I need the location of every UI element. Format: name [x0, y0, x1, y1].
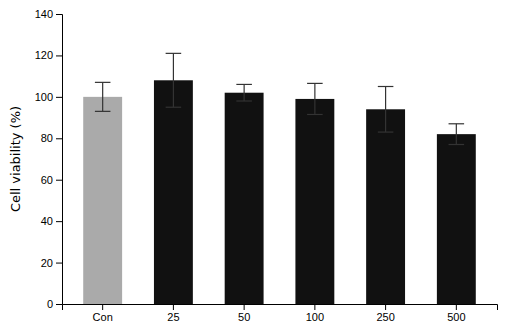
- y-tick-mark: [56, 55, 62, 56]
- x-tick-mark: [385, 304, 386, 310]
- x-tick-mark: [456, 304, 457, 310]
- x-tick: Con: [93, 304, 113, 323]
- bar: [437, 134, 476, 304]
- error-line: [456, 124, 457, 145]
- error-cap: [236, 84, 252, 85]
- bar: [225, 93, 264, 304]
- error-line: [102, 82, 103, 111]
- y-tick-mark: [56, 14, 62, 15]
- y-tick-mark: [56, 180, 62, 181]
- error-cap: [449, 144, 465, 145]
- y-tick-mark: [56, 97, 62, 98]
- y-tick-mark: [56, 221, 62, 222]
- y-tick: 80: [41, 132, 62, 144]
- y-tick-label: 0: [47, 298, 53, 310]
- error-cap: [307, 114, 323, 115]
- y-axis-line: [56, 15, 63, 305]
- error-line: [314, 83, 315, 114]
- x-tick-label: 100: [306, 311, 324, 323]
- bar: [366, 109, 405, 304]
- error-cap: [307, 83, 323, 84]
- error-bar: [307, 83, 323, 114]
- x-axis: Con 25 50 100 250 500: [63, 304, 498, 323]
- error-bar: [449, 124, 465, 145]
- bar: [154, 80, 193, 304]
- error-cap: [166, 53, 182, 54]
- y-tick: 20: [41, 257, 62, 269]
- bar: [83, 97, 122, 304]
- error-bar: [95, 82, 111, 111]
- error-cap: [449, 123, 465, 124]
- y-tick: 0: [47, 298, 62, 310]
- y-tick-label: 120: [35, 49, 53, 61]
- y-tick: 140: [35, 8, 62, 20]
- error-bar: [166, 53, 182, 107]
- error-cap: [95, 82, 111, 83]
- x-tick-mark: [314, 304, 315, 310]
- y-tick-mark: [56, 263, 62, 264]
- x-tick-mark: [102, 304, 103, 310]
- y-tick: 40: [41, 215, 62, 227]
- y-tick-mark: [56, 304, 62, 305]
- x-tick-label: 25: [167, 311, 179, 323]
- error-line: [385, 87, 386, 133]
- y-tick-mark: [56, 138, 62, 139]
- bar: [295, 99, 334, 304]
- y-tick-label: 80: [41, 132, 53, 144]
- x-tick: 100: [306, 304, 324, 323]
- marks: [83, 53, 476, 304]
- x-axis-line: [63, 305, 498, 311]
- y-axis: 0 20 40 60 80 100 120 140: [35, 8, 63, 310]
- y-tick-label: 20: [41, 257, 53, 269]
- error-bar: [236, 84, 252, 101]
- y-tick: 120: [35, 49, 62, 61]
- x-tick: 250: [376, 304, 394, 323]
- x-tick-label: 500: [447, 311, 465, 323]
- y-tick-label: 40: [41, 215, 53, 227]
- y-tick: 100: [35, 91, 62, 103]
- y-tick-label: 60: [41, 174, 53, 186]
- error-cap: [378, 86, 394, 87]
- error-cap: [166, 107, 182, 108]
- x-tick-label: 50: [238, 311, 250, 323]
- y-tick: 60: [41, 174, 62, 186]
- x-tick-mark: [173, 304, 174, 310]
- error-cap: [378, 131, 394, 132]
- y-tick-label: 140: [35, 8, 53, 20]
- x-tick: 50: [238, 304, 250, 323]
- error-cap: [95, 111, 111, 112]
- x-tick-mark: [244, 304, 245, 310]
- x-tick: 25: [167, 304, 179, 323]
- error-cap: [236, 100, 252, 101]
- error-line: [244, 84, 245, 101]
- y-axis-title: Cell viability (%): [8, 106, 23, 212]
- x-tick: 500: [447, 304, 465, 323]
- x-tick-label: Con: [93, 311, 113, 323]
- x-tick-label: 250: [376, 311, 394, 323]
- chart: 0 20 40 60 80 100 120 140 Con 25 50 100 250 500 Cell v…: [0, 0, 511, 336]
- error-bar: [378, 87, 394, 133]
- plot: 0 20 40 60 80 100 120 140 Con 25 50 100 250 500: [35, 8, 498, 323]
- y-tick-label: 100: [35, 91, 53, 103]
- error-line: [173, 53, 174, 107]
